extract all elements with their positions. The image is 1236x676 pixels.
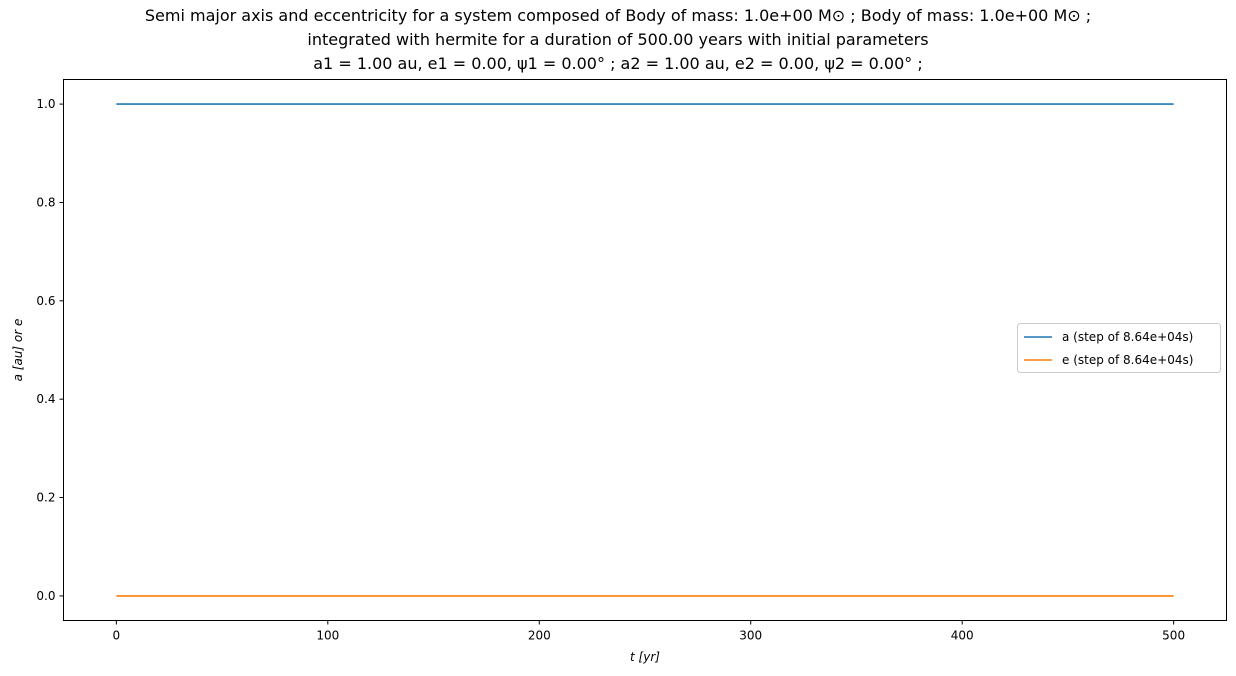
x-tick-label: 0 bbox=[113, 629, 121, 643]
chart-title-line-3: a1 = 1.00 au, e1 = 0.00, ψ1 = 0.00° ; a2… bbox=[313, 54, 923, 73]
y-tick-label: 0.4 bbox=[36, 392, 55, 406]
y-tick-label: 0.2 bbox=[36, 491, 55, 505]
x-tick-label: 500 bbox=[1162, 629, 1185, 643]
x-tick-label: 300 bbox=[739, 629, 762, 643]
x-tick-label: 200 bbox=[528, 629, 551, 643]
plot-frame bbox=[63, 79, 1227, 621]
legend: a (step of 8.64e+04s) e (step of 8.64e+0… bbox=[1017, 323, 1221, 373]
y-axis-label: a [au] or e bbox=[11, 319, 25, 382]
y-tick-label: 0.8 bbox=[36, 195, 55, 209]
x-tick-label: 100 bbox=[316, 629, 339, 643]
chart-title-line-1: Semi major axis and eccentricity for a s… bbox=[144, 6, 1092, 25]
y-tick-label: 0.0 bbox=[36, 589, 55, 603]
x-tick-label: 400 bbox=[951, 629, 974, 643]
y-tick-label: 0.6 bbox=[36, 294, 55, 308]
legend-box bbox=[1017, 323, 1221, 373]
x-axis-label: t [yr] bbox=[630, 650, 660, 664]
chart-title-line-2: integrated with hermite for a duration o… bbox=[307, 30, 929, 49]
legend-label-a: a (step of 8.64e+04s) bbox=[1062, 330, 1193, 344]
legend-label-e: e (step of 8.64e+04s) bbox=[1062, 353, 1193, 367]
y-tick-label: 1.0 bbox=[36, 97, 55, 111]
